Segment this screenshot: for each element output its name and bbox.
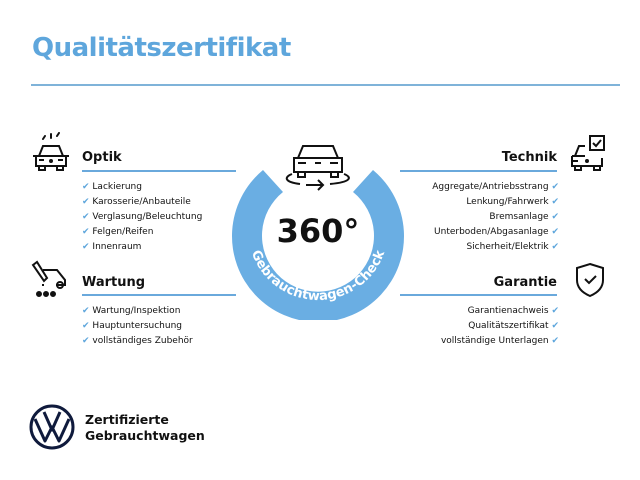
list-item: ✔ Hauptuntersuchung (82, 321, 182, 331)
technik-divider (400, 170, 557, 172)
list-item: ✔ vollständiges Zubehör (82, 336, 193, 346)
footer-line2: Gebrauchtwagen (85, 428, 205, 443)
technik-list: Aggregate/Antriebsstrang ✔ Lenkung/Fahrw… (380, 180, 559, 255)
check-icon: ✔ (551, 227, 559, 237)
car-lights-icon (33, 132, 69, 171)
footer-brand-text: Zertifizierte Gebrauchtwagen (85, 412, 205, 444)
badge-ring (232, 170, 404, 320)
list-item: ✔ Karosserie/Anbauteile (82, 197, 191, 207)
check-icon: ✔ (82, 336, 90, 346)
check-icon: ✔ (551, 321, 559, 331)
check-icon: ✔ (551, 242, 559, 252)
list-item: ✔ Wartung/Inspektion (82, 306, 181, 316)
check-icon: ✔ (82, 321, 90, 331)
check-icon: ✔ (551, 212, 559, 222)
garantie-list: Garantienachweis ✔ Qualitätszertifikat ✔… (380, 304, 559, 349)
check-icon: ✔ (551, 182, 559, 192)
footer-line1: Zertifizierte (85, 412, 169, 427)
check-icon: ✔ (82, 182, 90, 192)
check-icon: ✔ (82, 242, 90, 252)
shield-check-icon (576, 262, 604, 298)
list-item: vollständige Unterlagen ✔ (440, 336, 559, 346)
section-heading-wartung: Wartung (82, 275, 146, 290)
list-item: Sicherheit/Elektrik ✔ (466, 242, 559, 252)
optik-divider (82, 170, 236, 172)
garantie-divider (400, 294, 557, 296)
list-item: Garantienachweis ✔ (467, 306, 559, 316)
section-heading-garantie: Garantie (493, 275, 557, 290)
title-divider (31, 84, 620, 86)
section-heading-optik: Optik (82, 150, 122, 165)
list-item: Qualitätszertifikat ✔ (468, 321, 559, 331)
optik-list: ✔ Lackierung ✔ Karosserie/Anbauteile ✔ V… (82, 180, 202, 255)
list-item: Lenkung/Fahrwerk ✔ (466, 197, 559, 207)
list-item: Bremsanlage ✔ (489, 212, 559, 222)
section-heading-technik: Technik (501, 150, 557, 165)
check-icon: ✔ (551, 336, 559, 346)
check-icon: ✔ (82, 306, 90, 316)
wartung-list: ✔ Wartung/Inspektion ✔ Hauptuntersuchung… (82, 304, 193, 349)
list-item: ✔ Verglasung/Beleuchtung (82, 212, 203, 222)
list-item: ✔ Felgen/Reifen (82, 227, 154, 237)
check-icon: ✔ (551, 197, 559, 207)
page-title: Qualitätszertifikat (32, 33, 291, 63)
vw-logo (29, 404, 75, 450)
car-checklist-icon (571, 135, 605, 171)
list-item: Aggregate/Antriebsstrang ✔ (432, 182, 559, 192)
360-check-badge: 360° Gebrauchtwagen-Check (232, 145, 404, 320)
wartung-divider (82, 294, 236, 296)
check-icon: ✔ (82, 212, 90, 222)
list-item: ✔ Lackierung (82, 182, 142, 192)
check-icon: ✔ (82, 197, 90, 207)
list-item: Unterboden/Abgasanlage ✔ (434, 227, 559, 237)
check-icon: ✔ (551, 306, 559, 316)
360-label: 360° (277, 212, 360, 250)
service-truck-icon (31, 260, 66, 297)
list-item: ✔ Innenraum (82, 242, 142, 252)
check-icon: ✔ (82, 227, 90, 237)
car-rotate-icon (285, 145, 350, 191)
